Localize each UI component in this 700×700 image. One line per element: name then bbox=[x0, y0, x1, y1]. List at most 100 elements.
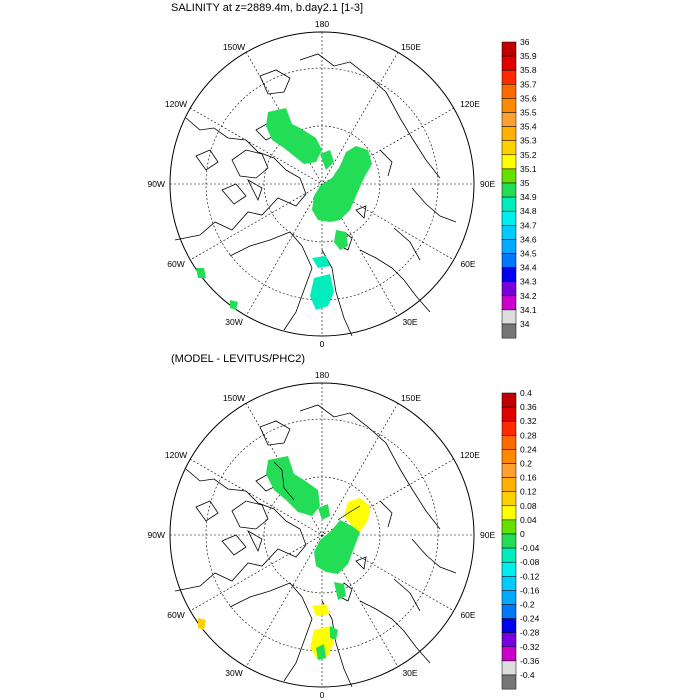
colorbar-swatch bbox=[501, 632, 517, 648]
colorbar-label: -0.12 bbox=[520, 571, 540, 581]
colorbar-label: 0.24 bbox=[520, 444, 537, 454]
colorbar-swatch bbox=[501, 295, 517, 311]
colorbar-swatch bbox=[501, 182, 517, 198]
colorbar-swatch bbox=[501, 323, 517, 339]
colorbar-label: 34.1 bbox=[520, 305, 537, 315]
colorbar-label: 35.1 bbox=[520, 164, 537, 174]
lon-label-90e: 90E bbox=[480, 530, 495, 540]
lon-label-150w: 150W bbox=[223, 42, 245, 52]
colorbar-swatch bbox=[501, 126, 517, 141]
colorbar-swatch bbox=[501, 69, 517, 85]
colorbar-label: 35.8 bbox=[520, 65, 537, 75]
colorbar-label: 35.5 bbox=[520, 108, 537, 118]
lon-label-120w: 120W bbox=[165, 450, 187, 460]
colorbar-label: 0.32 bbox=[520, 416, 537, 426]
colorbar-swatch bbox=[501, 519, 517, 535]
colorbar-swatch bbox=[501, 154, 517, 170]
colorbar-label: -0.16 bbox=[520, 585, 540, 595]
difference-patch bbox=[310, 626, 334, 660]
colorbar-label: -0.08 bbox=[520, 557, 540, 567]
colorbar-label: 34.2 bbox=[520, 291, 537, 301]
colorbar-swatch bbox=[501, 547, 517, 563]
colorbar-label: 0.12 bbox=[520, 487, 537, 497]
colorbar-swatch bbox=[501, 491, 517, 507]
lon-label-90w: 90W bbox=[148, 530, 165, 540]
salinity-patch bbox=[310, 274, 334, 310]
polar-map-2: 180 0 90W 90E 150W 120W 150E 120E 60W 30… bbox=[148, 370, 496, 700]
colorbar-label: -0.36 bbox=[520, 656, 540, 666]
colorbar-label: 0.28 bbox=[520, 430, 537, 440]
colorbar-label: 35.9 bbox=[520, 51, 537, 61]
panel-1-title: SALINITY at z=2889.4m, b.day2.1 [1-3] bbox=[171, 2, 364, 14]
lon-label-90e: 90E bbox=[480, 179, 495, 189]
difference-patch bbox=[314, 520, 360, 574]
difference-patch bbox=[318, 504, 330, 520]
colorbar-label: -0.32 bbox=[520, 642, 540, 652]
lon-label-90w: 90W bbox=[148, 179, 165, 189]
colorbar-swatch bbox=[501, 210, 517, 226]
lon-label-180: 180 bbox=[315, 19, 329, 29]
salinity-patch bbox=[334, 230, 348, 250]
colorbar-label: 0.16 bbox=[520, 473, 537, 483]
lon-label-0: 0 bbox=[320, 690, 325, 700]
colorbar-swatch bbox=[501, 140, 517, 156]
colorbar-swatch bbox=[501, 463, 517, 478]
colorbar-swatch bbox=[501, 267, 517, 282]
colorbar-swatch bbox=[501, 309, 517, 325]
colorbar-swatch bbox=[501, 41, 517, 57]
colorbar-label: 34.9 bbox=[520, 192, 537, 202]
lon-label-120e: 120E bbox=[460, 99, 480, 109]
difference-patch bbox=[266, 456, 320, 516]
colorbar-swatch bbox=[501, 55, 517, 71]
colorbar-label: -0.4 bbox=[520, 670, 535, 680]
colorbar-label: -0.2 bbox=[520, 600, 535, 610]
salinity-patch bbox=[230, 300, 238, 310]
colorbar-swatch bbox=[501, 239, 517, 254]
difference-patch bbox=[312, 604, 330, 616]
polar-map-1: 180 0 90W 90E 150W 120W 150E 120E 60W 30… bbox=[148, 19, 496, 349]
colorbar-swatch bbox=[501, 561, 517, 577]
salinity-field-1 bbox=[196, 108, 372, 310]
colorbar-label: 34.6 bbox=[520, 234, 537, 244]
colorbar-label: 34.7 bbox=[520, 220, 537, 230]
colorbar-label: 35 bbox=[520, 178, 530, 188]
colorbar-swatch bbox=[501, 435, 517, 450]
colorbar-swatch bbox=[501, 674, 517, 690]
colorbar-swatch bbox=[501, 576, 517, 591]
colorbar-swatch bbox=[501, 477, 517, 492]
lon-label-150w: 150W bbox=[223, 393, 245, 403]
salinity-patch bbox=[312, 256, 330, 268]
colorbar-swatch bbox=[501, 253, 517, 268]
lon-label-150e: 150E bbox=[401, 42, 421, 52]
colorbar-label: -0.24 bbox=[520, 614, 540, 624]
lon-label-60w: 60W bbox=[167, 610, 184, 620]
colorbar-swatch bbox=[501, 604, 517, 619]
colorbar-swatch bbox=[501, 196, 517, 212]
colorbar-1: 36 35.9 35.8 35.7 35.6 35.5 35.4 35.3 35.2 35.1 35… bbox=[501, 37, 537, 339]
colorbar-label: 34.5 bbox=[520, 249, 537, 259]
lon-label-30w: 30W bbox=[225, 317, 242, 327]
difference-field-2 bbox=[198, 456, 370, 660]
colorbar-swatch bbox=[501, 406, 517, 422]
colorbar-label: -0.04 bbox=[520, 543, 540, 553]
colorbar-label: 0 bbox=[520, 529, 525, 539]
colorbar-swatch bbox=[501, 98, 517, 113]
colorbar-label: 35.4 bbox=[520, 122, 537, 132]
colorbar-label: 0.04 bbox=[520, 515, 537, 525]
salinity-patch bbox=[266, 108, 322, 164]
colorbar-swatch bbox=[501, 225, 517, 240]
colorbar-label: 36 bbox=[520, 37, 530, 47]
colorbar-swatch bbox=[501, 590, 517, 605]
lon-label-60w: 60W bbox=[167, 259, 184, 269]
colorbar-2: 0.4 0.36 0.32 0.28 0.24 0.2 0.16 0.12 0.08 0.04 0 -… bbox=[501, 388, 540, 690]
colorbar-label: 35.6 bbox=[520, 93, 537, 103]
colorbar-swatch bbox=[501, 420, 517, 436]
colorbar-label: 34.8 bbox=[520, 206, 537, 216]
difference-patch bbox=[198, 618, 206, 630]
colorbar-swatch bbox=[501, 618, 517, 633]
colorbar-swatch bbox=[501, 646, 517, 662]
colorbar-label: 35.3 bbox=[520, 136, 537, 146]
salinity-patch bbox=[196, 268, 206, 278]
colorbar-swatch bbox=[501, 168, 517, 184]
